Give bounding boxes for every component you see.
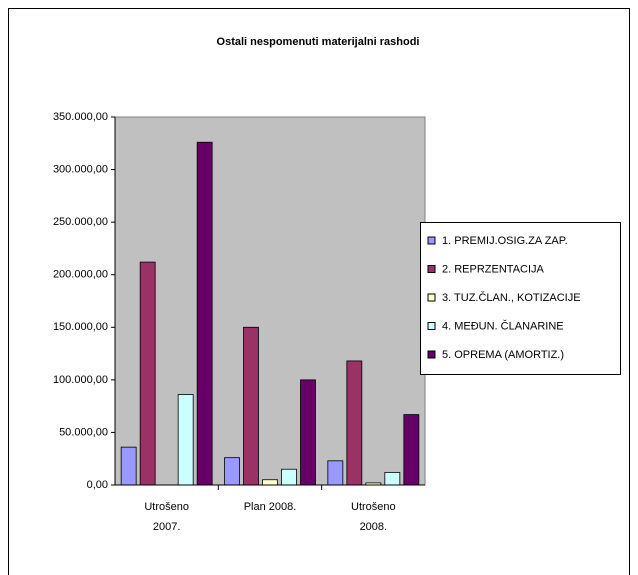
x-tick-label: Utrošeno 2008. (351, 501, 396, 533)
y-tick-label: 100.000,00 (53, 374, 108, 386)
legend-swatch (427, 265, 436, 273)
bar (177, 394, 194, 486)
bar (384, 471, 401, 486)
x-tick-label: Utrošeno 2007. (144, 501, 189, 533)
y-tick-label: 350.000,00 (53, 111, 108, 123)
legend-label: 1. PREMIJ.OSIG.ZA ZAP. (442, 235, 568, 247)
legend-label: 5. OPREMA (AMORTIZ.) (442, 349, 564, 361)
bar (300, 379, 316, 486)
x-tick-label: Plan 2008. (244, 501, 297, 513)
legend-swatch (427, 322, 436, 330)
legend-swatch (427, 293, 436, 302)
legend-box (420, 222, 621, 375)
y-tick-label: 300.000,00 (53, 163, 108, 175)
plot-area (114, 116, 426, 486)
chart-title: Ostali nespomenuti materijalni rashodi (217, 36, 420, 48)
legend-swatch (427, 236, 436, 245)
y-tick-label: 50.000,00 (59, 426, 108, 438)
bar (243, 326, 259, 486)
bar (120, 446, 137, 486)
y-tick-label: 150.000,00 (53, 321, 108, 333)
y-tick-label: 0,00 (87, 479, 108, 491)
legend-label: 2. REPRZENTACIJA (442, 263, 545, 275)
bar (224, 457, 240, 486)
y-tick-label: 250.000,00 (53, 216, 108, 228)
bar (139, 261, 156, 486)
legend-label: 4. MEĐUN. ČLANARINE (442, 319, 564, 332)
bar (403, 414, 420, 486)
legend-label: 3. TUZ.ČLAN., KOTIZACIJE (442, 291, 581, 304)
bar (196, 141, 213, 486)
bar (281, 468, 297, 486)
bar (262, 479, 278, 486)
bar (327, 460, 344, 486)
legend-swatch (427, 350, 436, 359)
y-tick-label: 200.000,00 (53, 269, 108, 281)
bar (346, 360, 363, 486)
